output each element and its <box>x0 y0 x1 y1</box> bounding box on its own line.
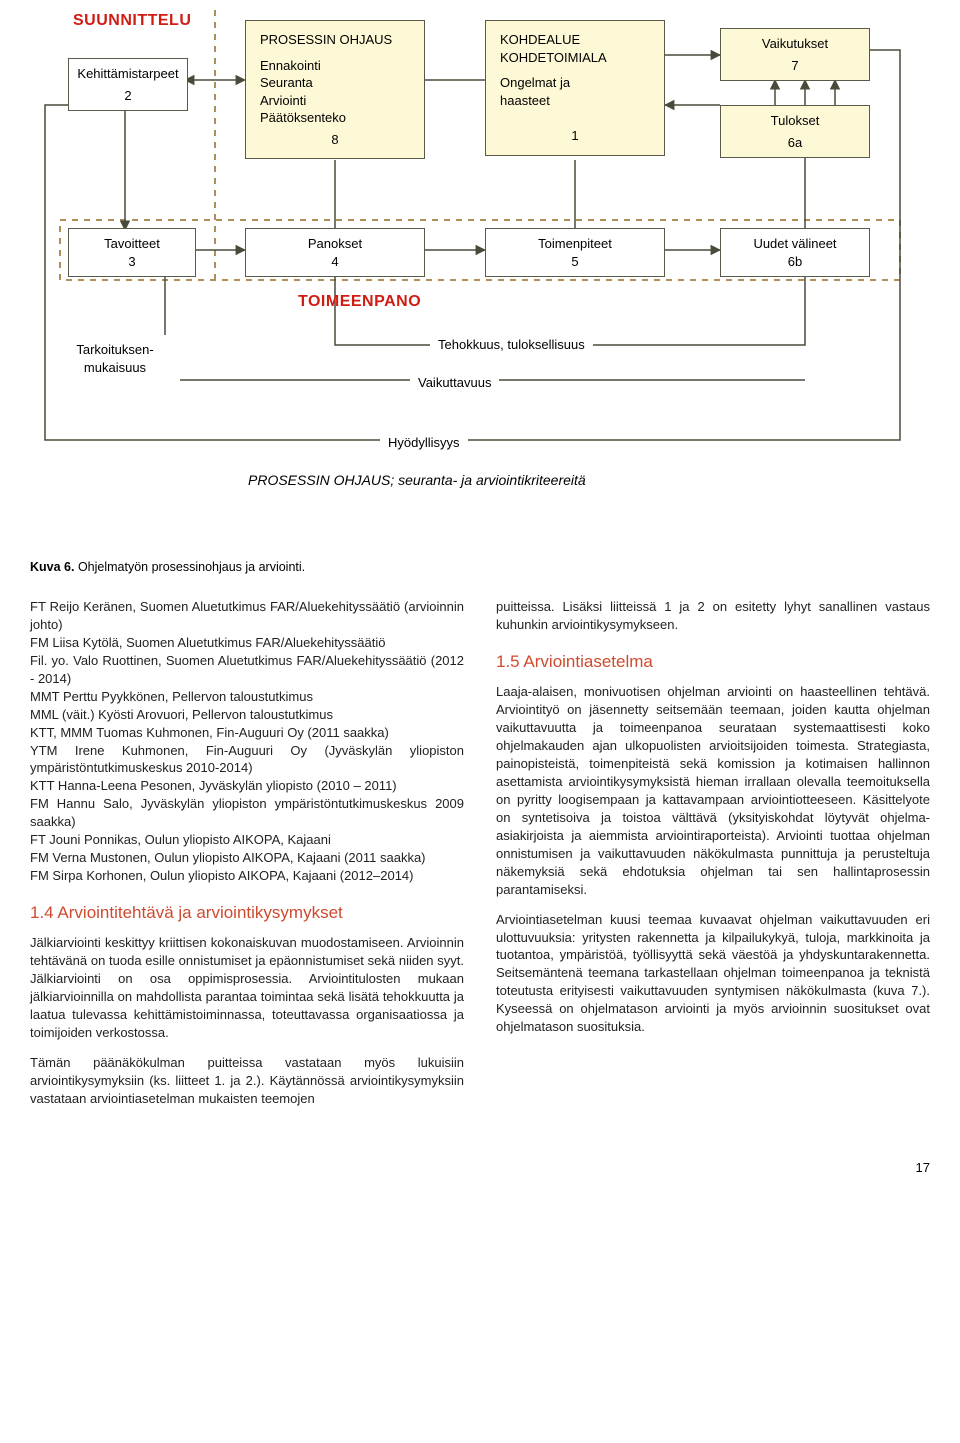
box-prosessin-ohjaus: PROSESSIN OHJAUS Ennakointi Seuranta Arv… <box>245 20 425 159</box>
right-p2: Laaja-alaisen, monivuotisen ohjelman arv… <box>496 683 930 898</box>
left-column: FT Reijo Keränen, Suomen Aluetutkimus FA… <box>30 598 464 1120</box>
lines: Ongelmat ja haasteet <box>500 74 650 109</box>
label-suunnittelu: SUUNNITTELU <box>65 4 199 38</box>
num: 5 <box>494 253 656 271</box>
box-kehittamistarpeet: Kehittämistarpeet 2 <box>68 58 188 111</box>
right-p1: puitteissa. Lisäksi liitteissä 1 ja 2 on… <box>496 598 930 634</box>
caption-text: Ohjelmatyön prosessinohjaus ja arviointi… <box>74 560 305 574</box>
label: Tulokset <box>729 112 861 130</box>
label: Uudet välineet <box>729 235 861 253</box>
section-1-5-title: 1.5 Arviointiasetelma <box>496 650 930 673</box>
text: PROSESSIN OHJAUS; seuranta- ja arviointi… <box>248 472 586 488</box>
lines: Ennakointi Seuranta Arviointi Päätöksent… <box>260 57 410 127</box>
num: 6a <box>729 134 861 152</box>
right-p3: Arviointiasetelman kuusi teemaa kuvaavat… <box>496 911 930 1037</box>
num: 8 <box>260 131 410 149</box>
caption-strong: Kuva 6. <box>30 560 74 574</box>
label: Kehittämistarpeet <box>77 65 179 83</box>
text: SUUNNITTELU <box>73 12 191 29</box>
num: 2 <box>77 87 179 105</box>
label-vaikuttavuus: Vaikuttavuus <box>410 368 499 398</box>
num: 6b <box>729 253 861 271</box>
label: Panokset <box>254 235 416 253</box>
box-tavoitteet: Tavoitteet 3 <box>68 228 196 277</box>
label-tehokkuus: Tehokkuus, tuloksellisuus <box>430 330 593 360</box>
text-columns: FT Reijo Keränen, Suomen Aluetutkimus FA… <box>30 598 930 1120</box>
num: 1 <box>500 127 650 145</box>
box-panokset: Panokset 4 <box>245 228 425 277</box>
right-column: puitteissa. Lisäksi liitteissä 1 ja 2 on… <box>496 598 930 1120</box>
text: Tarkoituksen- mukaisuus <box>76 342 153 375</box>
title: PROSESSIN OHJAUS <box>260 31 410 49</box>
left-p2: Tämän päänäkökulman puitteissa vastataan… <box>30 1054 464 1108</box>
num: 4 <box>254 253 416 271</box>
num: 3 <box>77 253 187 271</box>
text: Vaikuttavuus <box>418 375 491 390</box>
page-number: 17 <box>30 1160 930 1175</box>
text: Hyödyllisyys <box>388 435 460 450</box>
label: Tavoitteet <box>77 235 187 253</box>
box-tulokset: Tulokset 6a <box>720 105 870 158</box>
box-toimenpiteet: Toimenpiteet 5 <box>485 228 665 277</box>
section-1-4-title: 1.4 Arviointitehtävä ja arviointikysymyk… <box>30 901 464 924</box>
diagram-subtitle: PROSESSIN OHJAUS; seuranta- ja arviointi… <box>240 465 594 496</box>
people-list: FT Reijo Keränen, Suomen Aluetutkimus FA… <box>30 598 464 885</box>
label-tarkoituksen: Tarkoituksen- mukaisuus <box>50 335 180 382</box>
label-hyodyllisyys: Hyödyllisyys <box>380 428 468 458</box>
box-vaikutukset: Vaikutukset 7 <box>720 28 870 81</box>
text: Tehokkuus, tuloksellisuus <box>438 337 585 352</box>
label-toimeenpano: TOIMEENPANO <box>290 285 429 319</box>
left-p1: Jälkiarviointi keskittyy kriittisen koko… <box>30 934 464 1042</box>
title: KOHDEALUE KOHDETOIMIALA <box>500 31 650 66</box>
box-uudet-valineet: Uudet välineet 6b <box>720 228 870 277</box>
text: TOIMEENPANO <box>298 293 421 310</box>
label: Toimenpiteet <box>494 235 656 253</box>
figure-caption: Kuva 6. Ohjelmatyön prosessinohjaus ja a… <box>30 560 930 574</box>
box-kohdealue: KOHDEALUE KOHDETOIMIALA Ongelmat ja haas… <box>485 20 665 156</box>
num: 7 <box>729 57 861 75</box>
label: Vaikutukset <box>729 35 861 53</box>
process-diagram: SUUNNITTELU Kehittämistarpeet 2 PROSESSI… <box>30 10 930 540</box>
